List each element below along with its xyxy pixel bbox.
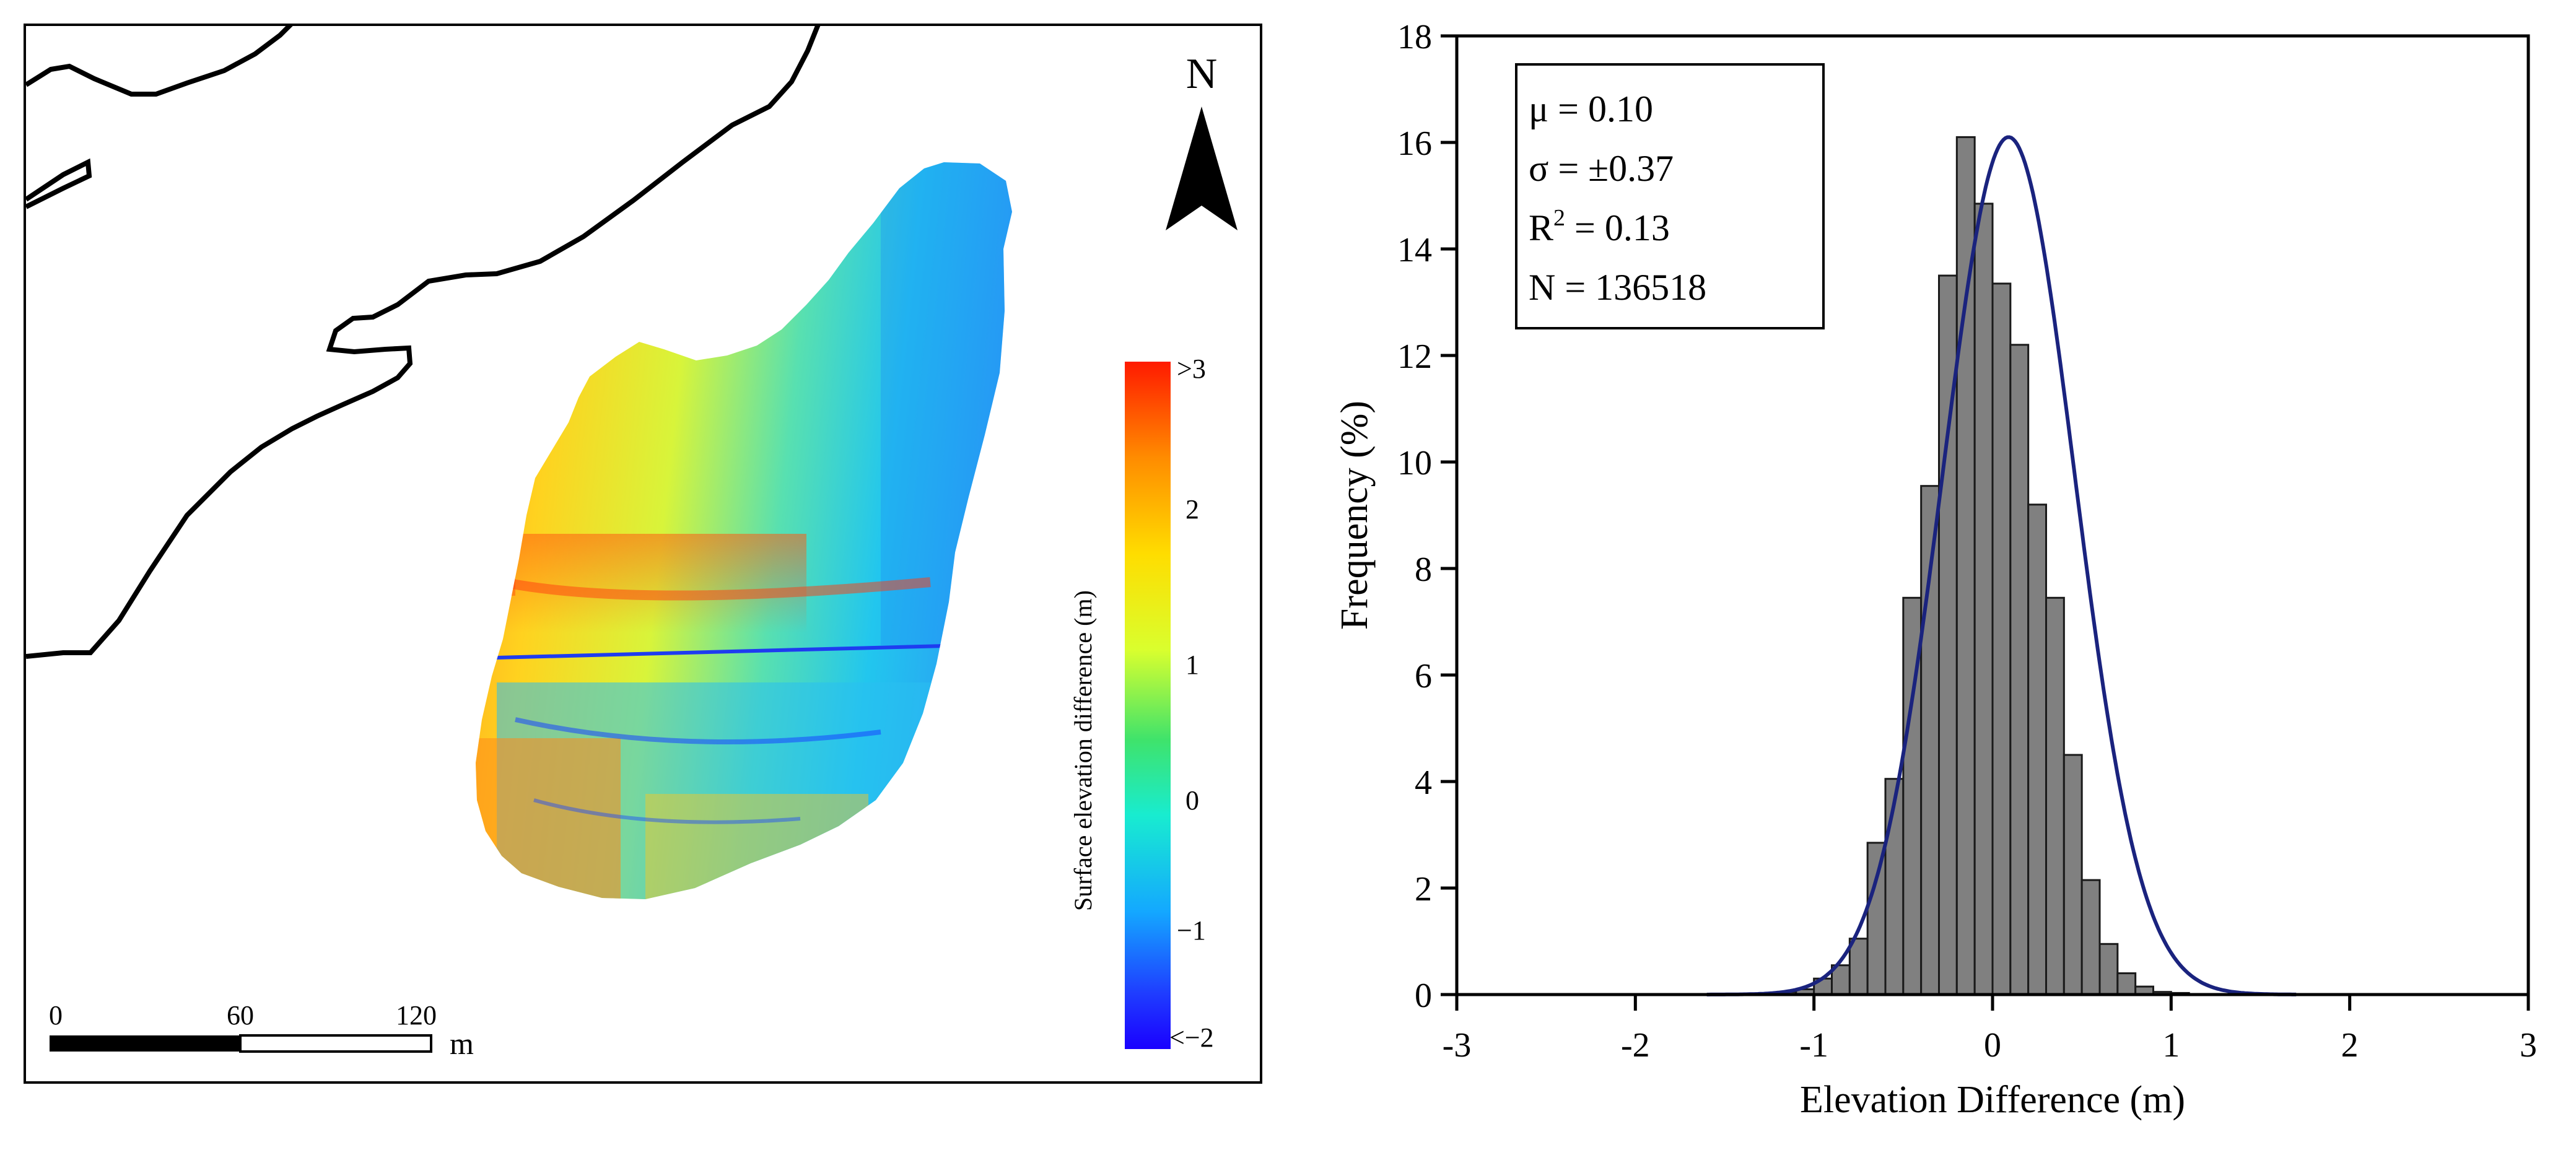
histogram-bar [1973,203,1994,996]
y-tick-label: 2 [1415,870,1432,908]
y-tick-label: 16 [1397,124,1432,163]
histogram-bar [2116,972,2137,996]
scale-bar: 0 60 120 m [49,1000,474,1061]
colorbar-ticks: >3 2 1 0 −1 <−2 [1169,354,1214,1053]
x-tick-label: 2 [2341,1026,2359,1065]
island-outline [26,158,92,209]
x-tick-label: 3 [2520,1026,2537,1065]
shoreline-lower [26,26,821,659]
y-tick-label: 6 [1415,657,1432,695]
colorbar-tick-label: 2 [1185,494,1199,525]
stat-n: N = 136518 [1529,267,1706,308]
x-tick-label: -1 [1799,1026,1828,1065]
x-axis-ticks: -3 -2 -1 0 1 2 3 [1443,995,2537,1065]
y-tick-label: 12 [1397,338,1432,376]
histogram-bar [2080,879,2101,996]
map-canvas: N >3 2 1 0 −1 <−2 Surface elevation diff… [26,26,1238,1061]
stat-mean: μ = 0.10 [1529,89,1653,129]
y-axis-ticks: 0 2 4 6 8 10 12 14 16 18 [1397,18,1457,1015]
histogram-bar [2098,943,2119,996]
x-tick-label: 0 [1984,1026,2001,1065]
colorbar-title: Surface elevation difference (m) [1069,590,1097,911]
y-tick-label: 4 [1415,764,1432,802]
stat-sigma: σ = ±0.37 [1529,148,1674,189]
y-tick-label: 14 [1397,231,1432,269]
histogram-bar [2045,596,2065,996]
x-axis-label: Elevation Difference (m) [1800,1079,2185,1121]
y-tick-label: 8 [1415,551,1432,589]
histogram-bar [1884,778,1905,996]
y-tick-label: 18 [1397,18,1432,56]
scale-label: 120 [396,1000,437,1030]
elevation-difference-raster [476,162,1012,899]
histogram-bar [2027,503,2047,996]
colorbar [1125,362,1171,1049]
colorbar-tick-label: −1 [1177,915,1206,946]
shoreline-upper [26,26,293,97]
north-label: N [1186,50,1218,98]
north-arrow-icon [1166,107,1238,230]
y-axis-label: Frequency (%) [1334,401,1376,630]
histogram-bar [2063,754,2083,996]
histogram-bar [1848,938,1869,996]
gaussian-fit-curve [1706,135,2297,996]
histogram-bar [1991,282,2012,996]
y-tick-label: 0 [1415,977,1432,1015]
x-tick-label: 1 [2162,1026,2180,1065]
histogram-bar [2009,344,2030,996]
x-tick-label: -2 [1621,1026,1650,1065]
colorbar-tick-label: <−2 [1169,1022,1214,1053]
scale-label: 60 [227,1000,254,1030]
colorbar-tick-label: >3 [1177,354,1206,384]
scale-label: 0 [49,1000,63,1030]
x-tick-label: -3 [1443,1026,1472,1065]
colorbar-tick-label: 0 [1185,785,1199,816]
stats-box: μ = 0.10 σ = ±0.37 R2 = 0.13 N = 136518 [1515,63,1825,329]
histogram-bar [1866,842,1887,996]
y-tick-label: 10 [1397,444,1432,482]
scale-unit: m [450,1026,474,1061]
colorbar-tick-label: 1 [1185,650,1199,680]
map-panel: N >3 2 1 0 −1 <−2 Surface elevation diff… [24,24,1262,1084]
stat-r-squared: R2 = 0.13 [1529,205,1670,248]
profile-line [496,643,968,660]
